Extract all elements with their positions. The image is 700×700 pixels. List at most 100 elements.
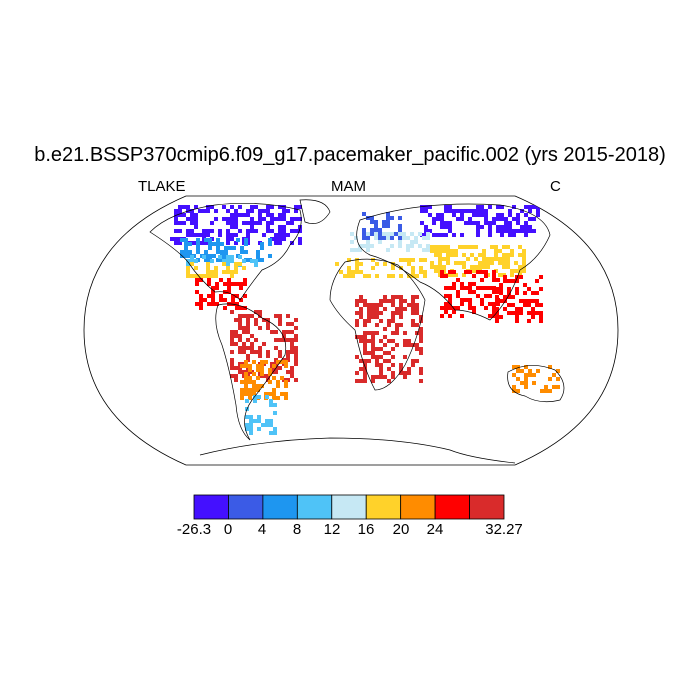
lake-temperature-cell	[216, 242, 220, 246]
lake-temperature-cell	[199, 298, 203, 302]
lake-temperature-cell	[472, 209, 476, 213]
lake-temperature-cell	[532, 229, 536, 233]
lake-temperature-cell	[420, 209, 424, 213]
lake-temperature-cell	[252, 384, 256, 388]
lake-temperature-cell	[419, 371, 423, 375]
lake-temperature-cell	[359, 299, 363, 303]
lake-temperature-cell	[474, 245, 478, 249]
lake-temperature-cell	[399, 274, 403, 278]
lake-temperature-cell	[266, 225, 270, 229]
lake-temperature-cell	[410, 244, 414, 248]
lake-temperature-cell	[282, 330, 286, 334]
lake-temperature-cell	[495, 319, 499, 323]
lake-temperature-cell	[495, 315, 499, 319]
lake-temperature-cell	[379, 339, 383, 343]
lake-temperature-cell	[196, 242, 200, 246]
lake-temperature-cell	[220, 250, 224, 254]
lake-temperature-cell	[282, 217, 286, 221]
lake-temperature-cell	[456, 217, 460, 221]
lake-temperature-cell	[198, 233, 202, 237]
lake-temperature-cell	[470, 253, 474, 257]
lake-temperature-cell	[375, 323, 379, 327]
lake-temperature-cell	[411, 266, 415, 270]
lake-temperature-cell	[436, 213, 440, 217]
lake-temperature-cell	[494, 253, 498, 257]
lake-temperature-cell	[391, 375, 395, 379]
lake-temperature-cell	[507, 295, 511, 299]
lake-temperature-cell	[294, 326, 298, 330]
lake-temperature-cell	[387, 367, 391, 371]
lake-temperature-cell	[383, 295, 387, 299]
lake-temperature-cell	[246, 318, 250, 322]
lake-temperature-cell	[539, 287, 543, 291]
plot-title: b.e21.BSSP370cmip6.f09_g17.pacemaker_pac…	[34, 144, 666, 166]
units-label: C	[550, 178, 561, 195]
lake-temperature-cell	[355, 371, 359, 375]
lake-temperature-cell	[244, 238, 248, 242]
lake-temperature-cell	[294, 217, 298, 221]
lake-temperature-cell	[202, 233, 206, 237]
lake-temperature-cell	[272, 396, 276, 400]
lake-temperature-cell	[286, 233, 290, 237]
lake-temperature-cell	[426, 236, 430, 240]
lake-temperature-cell	[468, 221, 472, 225]
lake-temperature-cell	[492, 306, 496, 310]
lake-temperature-cell	[502, 261, 506, 265]
lake-temperature-cell	[452, 270, 456, 274]
lake-temperature-cell	[273, 411, 277, 415]
lake-temperature-cell	[270, 217, 274, 221]
lake-temperature-cell	[230, 342, 234, 346]
lake-temperature-cell	[244, 388, 248, 392]
lake-temperature-cell	[456, 294, 460, 298]
lake-temperature-cell	[500, 217, 504, 221]
lake-temperature-cell	[347, 274, 351, 278]
lake-temperature-cell	[186, 217, 190, 221]
lake-temperature-cell	[442, 249, 446, 253]
lake-temperature-cell	[242, 314, 246, 318]
lake-temperature-cell	[257, 415, 261, 419]
lake-temperature-cell	[398, 236, 402, 240]
lake-temperature-cell	[210, 274, 214, 278]
lake-temperature-cell	[250, 342, 254, 346]
lake-temperature-cell	[282, 213, 286, 217]
lake-temperature-cell	[472, 306, 476, 310]
lake-temperature-cell	[379, 319, 383, 323]
lake-temperature-cell	[460, 213, 464, 217]
lake-temperature-cell	[379, 375, 383, 379]
lake-temperature-cell	[399, 371, 403, 375]
lake-temperature-cell	[248, 376, 252, 380]
lake-temperature-cell	[480, 302, 484, 306]
lake-temperature-cell	[248, 380, 252, 384]
lake-temperature-cell	[268, 238, 272, 242]
lake-temperature-cell	[490, 261, 494, 265]
lake-temperature-cell	[246, 330, 250, 334]
lake-temperature-cell	[544, 389, 548, 393]
lake-temperature-cell	[522, 261, 526, 265]
lake-temperature-cell	[298, 229, 302, 233]
lake-temperature-cell	[391, 295, 395, 299]
lake-temperature-cell	[383, 359, 387, 363]
lake-temperature-cell	[184, 238, 188, 242]
lake-temperature-cell	[290, 342, 294, 346]
lake-temperature-cell	[444, 209, 448, 213]
lake-temperature-cell	[276, 396, 280, 400]
lake-temperature-cell	[215, 302, 219, 306]
lake-temperature-cell	[511, 311, 515, 315]
lake-temperature-cell	[282, 205, 286, 209]
lake-temperature-cell	[516, 217, 520, 221]
lake-temperature-cell	[495, 311, 499, 315]
lake-temperature-cell	[516, 389, 520, 393]
lake-temperature-cell	[208, 246, 212, 250]
lake-temperature-cell	[399, 323, 403, 327]
lake-temperature-cell	[260, 384, 264, 388]
lake-temperature-cell	[504, 229, 508, 233]
lake-temperature-cell	[258, 213, 262, 217]
lake-temperature-cell	[407, 258, 411, 262]
lake-temperature-cell	[507, 303, 511, 307]
lake-temperature-cell	[298, 225, 302, 229]
lake-temperature-cell	[403, 299, 407, 303]
lake-temperature-cell	[395, 295, 399, 299]
lake-temperature-cell	[480, 205, 484, 209]
lake-temperature-cell	[253, 395, 257, 399]
lake-temperature-cell	[460, 286, 464, 290]
